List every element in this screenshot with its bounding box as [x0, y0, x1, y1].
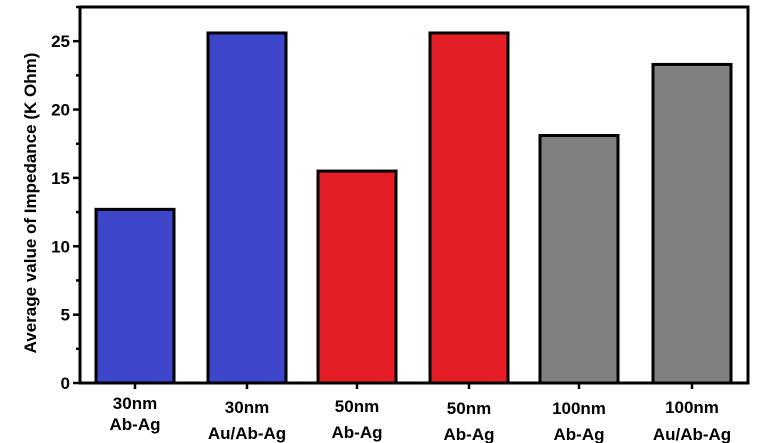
bar-3: [316, 169, 398, 385]
x-category-label: Ab-Ag: [554, 425, 605, 443]
x-category-label: 50nm: [335, 397, 379, 416]
bars-group: [94, 31, 733, 385]
bar-6: [651, 62, 733, 385]
y-tick-label: 20: [51, 101, 70, 120]
x-category-label: 100nm: [665, 398, 719, 417]
x-category-label: 30nm: [225, 398, 269, 417]
y-axis-title: Average value of Impedance (K Ohm): [21, 53, 40, 354]
y-tick-label: 0: [61, 374, 70, 393]
x-category-label: 30nm: [113, 394, 157, 413]
axes-group: [78, 5, 750, 385]
x-category-label: Ab-Ag: [110, 415, 161, 434]
bar-5: [538, 134, 620, 385]
bar-1: [94, 207, 176, 385]
x-labels-group: 30nm Ab-Ag 30nm Au/Ab-Ag 50nm Ab-Ag 50nm Ab-Ag 1…: [110, 383, 731, 443]
y-tick-label: 15: [51, 169, 70, 188]
y-ticks-group: 0 5 10 15 20 25: [51, 5, 80, 393]
bar-4: [428, 31, 510, 385]
x-category-label: Ab-Ag: [444, 425, 495, 443]
x-category-label: Au/Ab-Ag: [208, 424, 286, 443]
x-category-label: 100nm: [552, 399, 606, 418]
x-category-label: Ab-Ag: [332, 423, 383, 442]
plot-frame: [78, 5, 750, 385]
y-tick-label: 5: [61, 306, 70, 325]
y-tick-label: 25: [51, 32, 70, 51]
y-tick-label: 10: [51, 237, 70, 256]
x-category-label: 50nm: [447, 399, 491, 418]
x-category-label: Au/Ab-Ag: [653, 425, 731, 443]
bar-2: [206, 31, 288, 385]
